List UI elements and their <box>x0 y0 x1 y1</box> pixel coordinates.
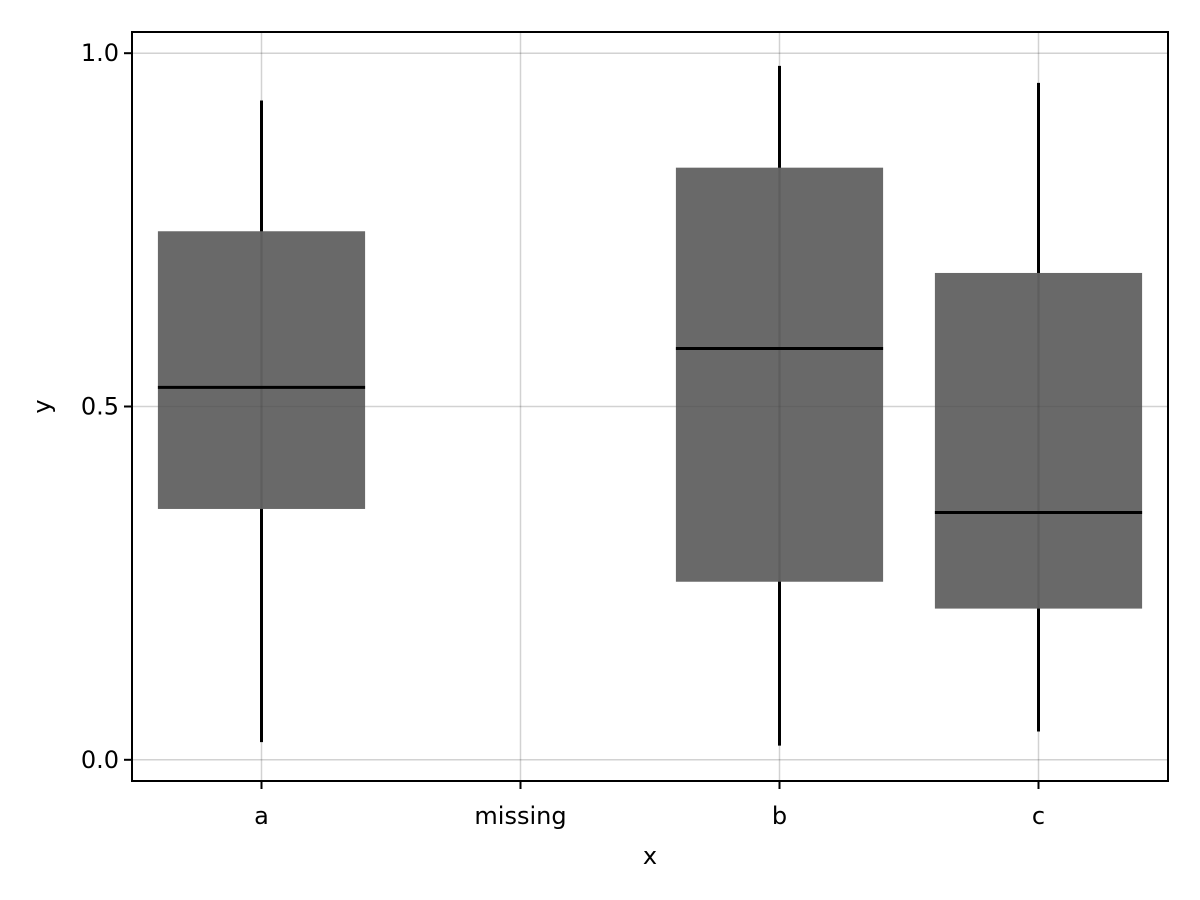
box-a <box>157 100 366 743</box>
y-tick-label-2: 1.0 <box>81 39 119 67</box>
y-axis-label: y <box>28 399 56 413</box>
x-tick-label-a: a <box>254 802 269 830</box>
x-axis-label: x <box>643 842 657 870</box>
x-tick-label-missing: missing <box>474 802 566 830</box>
box-rect-b <box>675 167 884 582</box>
y-tick-label-1: 0.5 <box>81 393 119 421</box>
box-rect-c <box>934 272 1143 609</box>
grid-overlay <box>132 32 1168 781</box>
tick-layer: 0.0 0.5 1.0 a missing b c <box>81 39 1045 830</box>
x-tick-label-c: c <box>1032 802 1045 830</box>
y-tick-label-0: 0.0 <box>81 746 119 774</box>
box-c <box>934 82 1143 732</box>
box-b <box>675 65 884 746</box>
box-layer <box>132 32 1168 781</box>
box-rect-a <box>157 231 366 509</box>
x-tick-label-b: b <box>772 802 787 830</box>
